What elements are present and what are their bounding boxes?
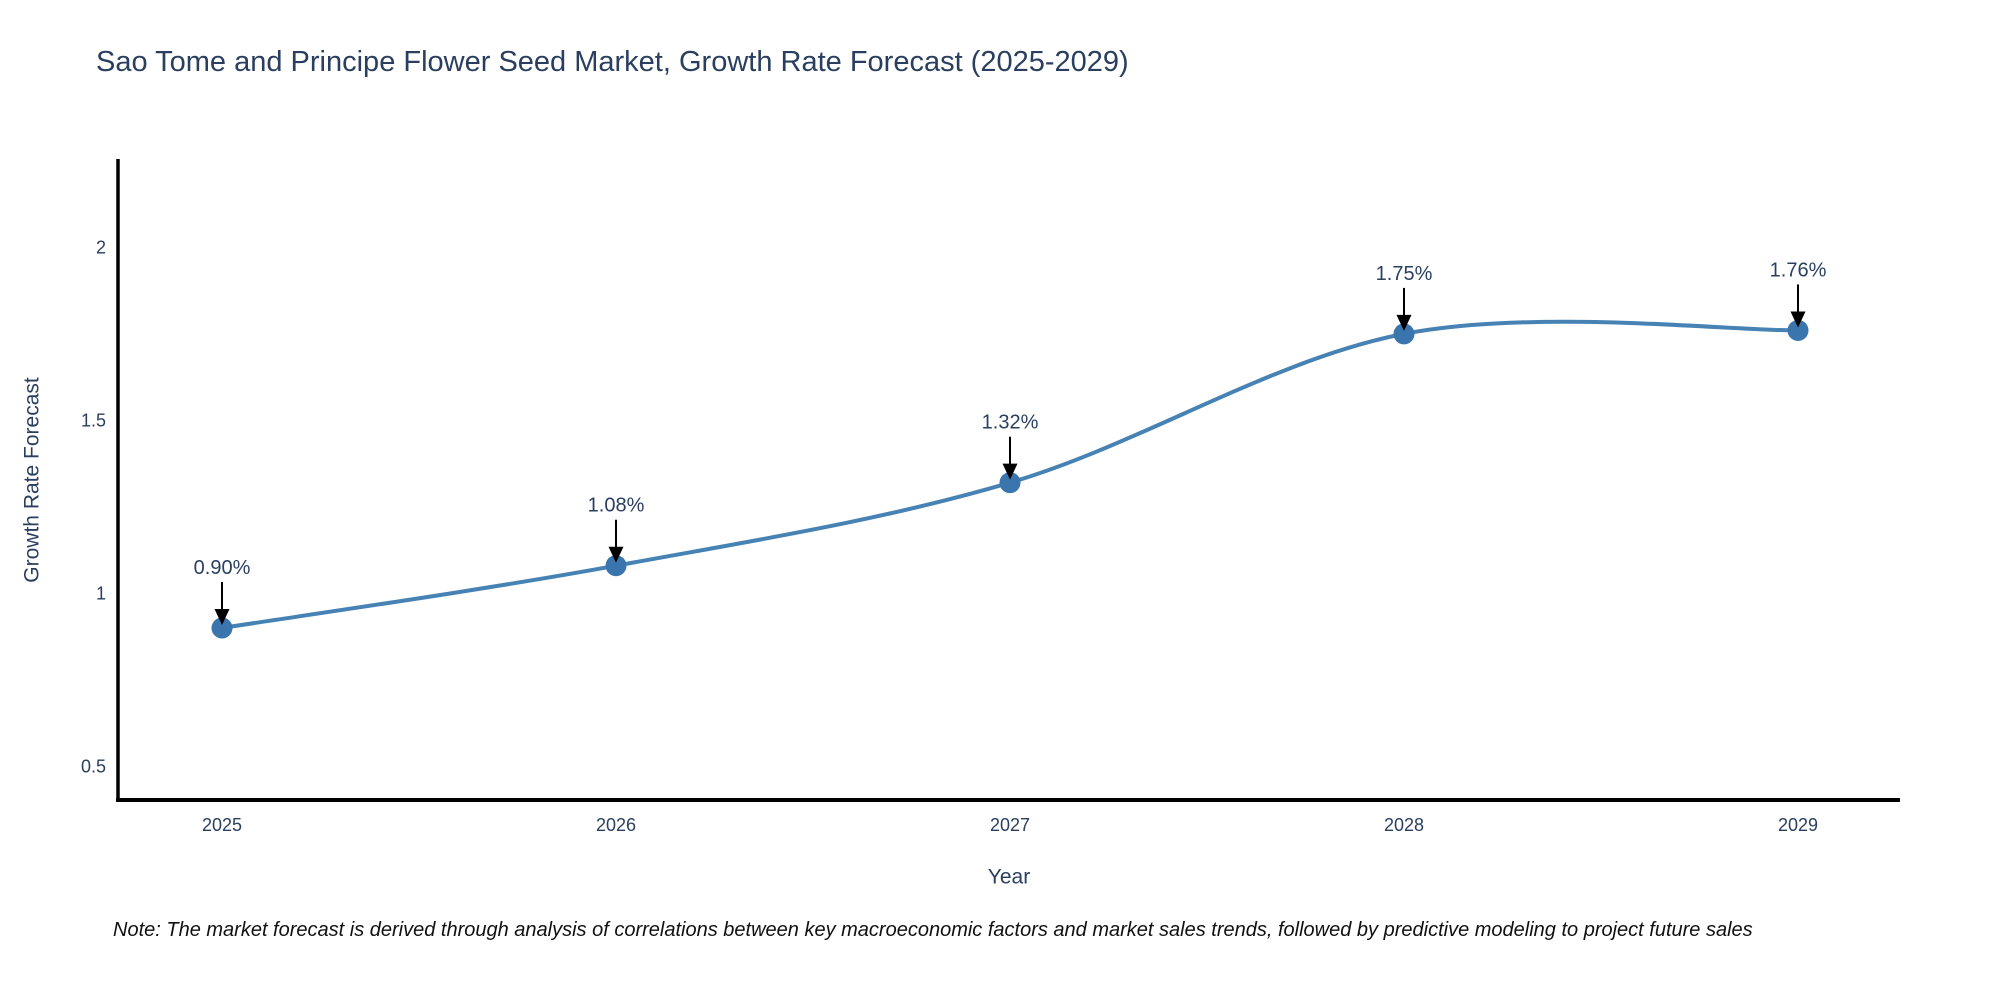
point-annotation-label: 0.90% [194,557,251,579]
x-tick-label: 2026 [596,815,636,835]
annotation-arrow-head [608,546,624,563]
footnote: Note: The market forecast is derived thr… [113,919,1753,941]
y-tick-label: 0.5 [81,756,106,776]
annotation-arrow-head [1396,314,1412,331]
x-tick-label: 2028 [1384,815,1424,835]
x-tick-label: 2029 [1778,815,1818,835]
point-annotation-label: 1.08% [588,495,645,517]
annotation-arrow-head [1002,463,1018,480]
y-axis-title: Growth Rate Forecast [21,377,44,583]
data-point-marker [1393,323,1415,345]
x-tick-label: 2027 [990,815,1030,835]
point-annotation-label: 1.32% [982,412,1039,434]
y-tick-label: 1.5 [81,410,106,430]
data-point-marker [211,617,233,639]
data-point-marker [999,472,1021,494]
y-tick-label: 1 [96,583,106,603]
point-annotation-label: 1.76% [1770,259,1827,281]
y-tick-label: 2 [96,237,106,257]
data-point-marker [605,555,627,577]
annotation-arrow-head [214,609,230,625]
x-axis-title: Year [988,866,1030,889]
chart-title: Sao Tome and Principe Flower Seed Market… [96,46,1129,78]
point-annotation-label: 1.75% [1376,263,1433,285]
x-tick-label: 2025 [202,815,242,835]
annotation-arrow-head [1790,311,1806,328]
data-point-marker [1787,319,1809,341]
